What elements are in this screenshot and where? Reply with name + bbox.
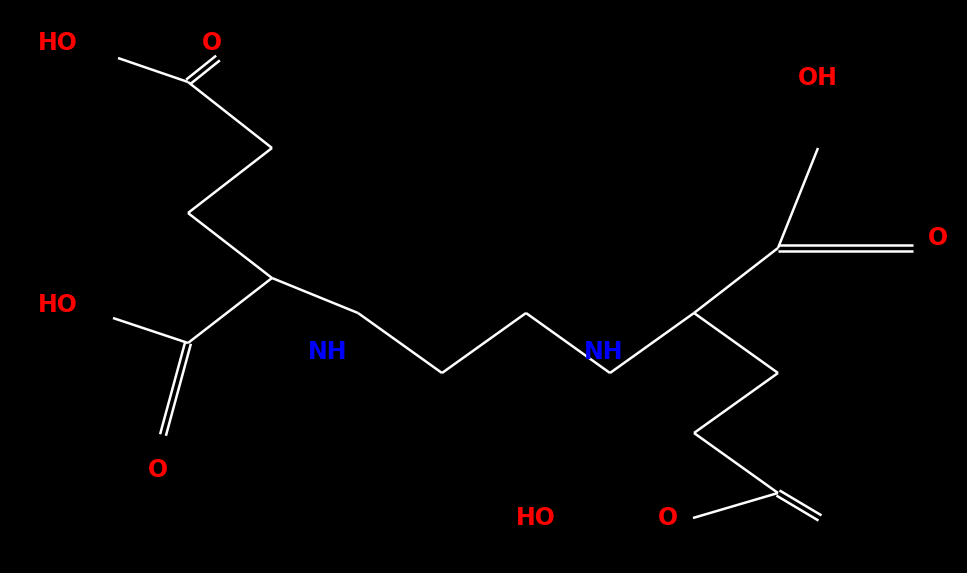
Text: HO: HO [38,293,78,317]
Text: OH: OH [798,66,837,90]
Text: HO: HO [38,31,78,55]
Text: NH: NH [308,340,347,364]
Text: O: O [658,506,678,530]
Text: O: O [202,31,222,55]
Text: HO: HO [516,506,556,530]
Text: NH: NH [584,340,624,364]
Text: O: O [148,458,168,482]
Text: O: O [928,226,948,250]
